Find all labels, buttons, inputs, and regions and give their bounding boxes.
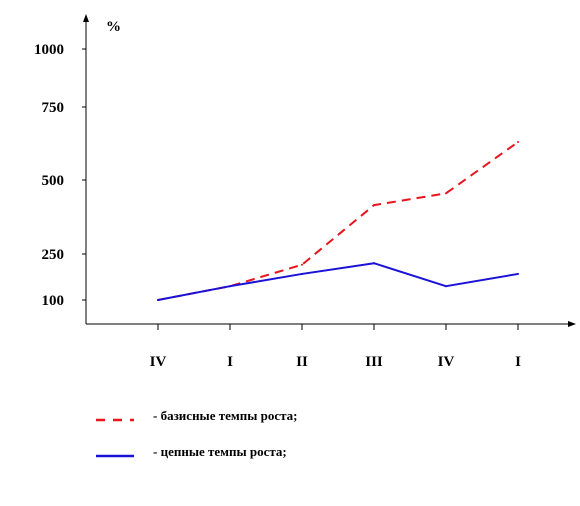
data-point — [301, 263, 303, 266]
y-axis-arrow — [83, 14, 89, 22]
legend-label-basic: - базисные темпы роста; — [153, 408, 298, 423]
data-point — [373, 204, 375, 207]
legend-item-chain-growth: - цепные темпы роста; — [96, 444, 396, 464]
x-tick-label: I — [515, 354, 521, 370]
y-tick-label: 500 — [42, 173, 65, 189]
series-line-basic — [157, 141, 519, 301]
data-point — [229, 285, 231, 288]
legend-label-chain: - цепные темпы роста; — [153, 444, 287, 459]
legend-swatch-chain — [96, 454, 134, 458]
x-tick-label: I — [227, 354, 233, 370]
data-point — [445, 192, 447, 195]
legend-swatch-basic — [96, 418, 134, 422]
y-tick-label: 1000 — [34, 42, 64, 58]
data-point — [157, 299, 159, 301]
x-tick-label: IV — [150, 354, 167, 370]
y-tick-label: 100 — [42, 293, 65, 309]
y-tick-label: 750 — [42, 100, 65, 116]
data-point — [373, 262, 375, 265]
data-point — [301, 272, 303, 275]
x-tick-label: IV — [438, 354, 455, 370]
axes: % — [83, 14, 576, 327]
data-point — [445, 285, 447, 288]
series-lines — [157, 141, 519, 301]
x-axis-ticks: IV I II III IV I — [150, 324, 521, 370]
y-tick-label: 250 — [42, 247, 65, 263]
x-axis-arrow — [568, 321, 576, 327]
x-tick-label: III — [365, 354, 383, 370]
y-axis-unit-label: % — [106, 19, 121, 35]
x-tick-label: II — [296, 354, 308, 370]
data-point — [517, 272, 519, 275]
legend-item-basic-growth: - базисные темпы роста; — [96, 408, 396, 428]
data-point — [517, 141, 519, 144]
y-axis-ticks: 100 250 500 750 1000 — [34, 42, 86, 309]
series-line-chain — [157, 262, 519, 301]
